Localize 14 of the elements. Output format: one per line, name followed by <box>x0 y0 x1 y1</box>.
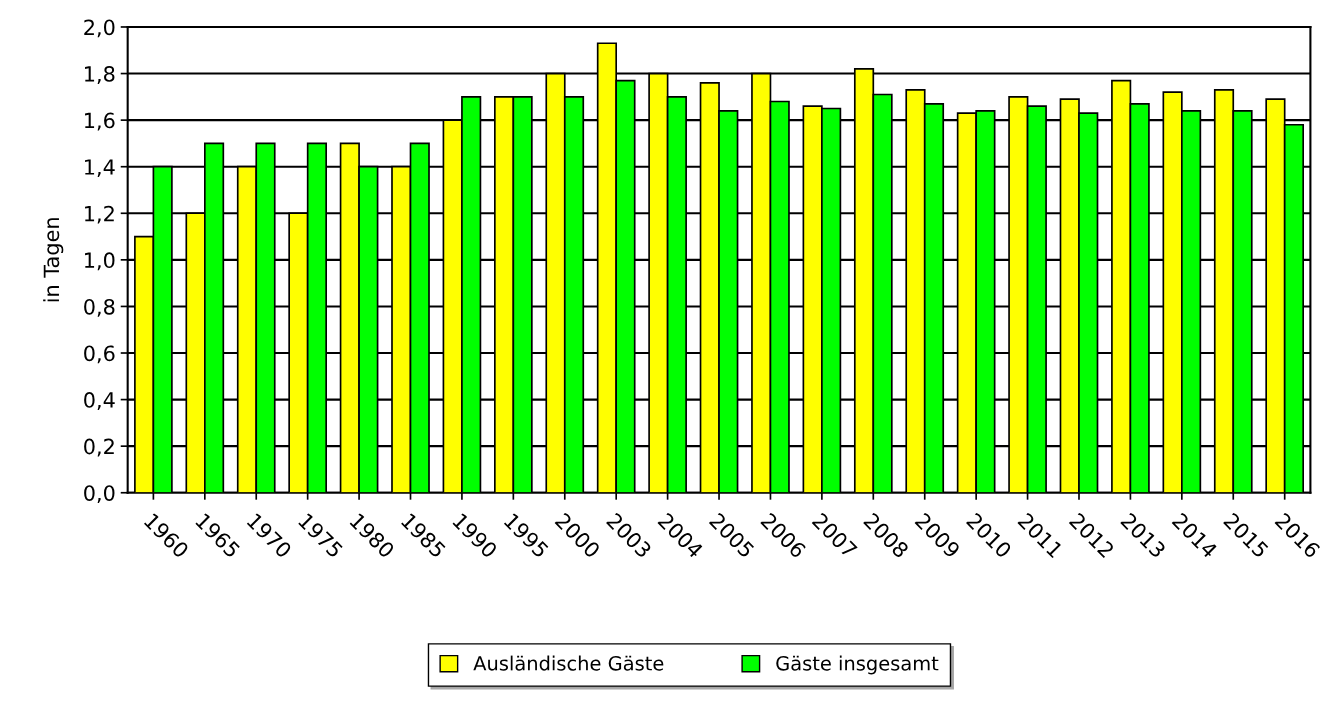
y-tick-label: 0,6 <box>84 345 115 364</box>
y-tick-label: 1,0 <box>85 252 115 271</box>
y-tick-label: 0,4 <box>84 392 115 410</box>
y-tick-label: 1,6 <box>85 112 115 131</box>
y-tick-label: 1,4 <box>85 159 115 178</box>
legend-label: Ausländische Gäste <box>473 655 664 671</box>
y-tick-label: 1,8 <box>85 66 115 84</box>
y-axis-title: in Tagen <box>43 218 64 302</box>
legend-label: Gäste insgesamt <box>776 655 939 675</box>
y-tick-label: 2,0 <box>84 19 115 38</box>
y-tick-label: 1,2 <box>85 205 114 224</box>
y-tick-label: 0,2 <box>84 438 114 457</box>
y-tick-label: 0,8 <box>84 298 115 317</box>
y-tick-label: 0,0 <box>84 485 115 504</box>
